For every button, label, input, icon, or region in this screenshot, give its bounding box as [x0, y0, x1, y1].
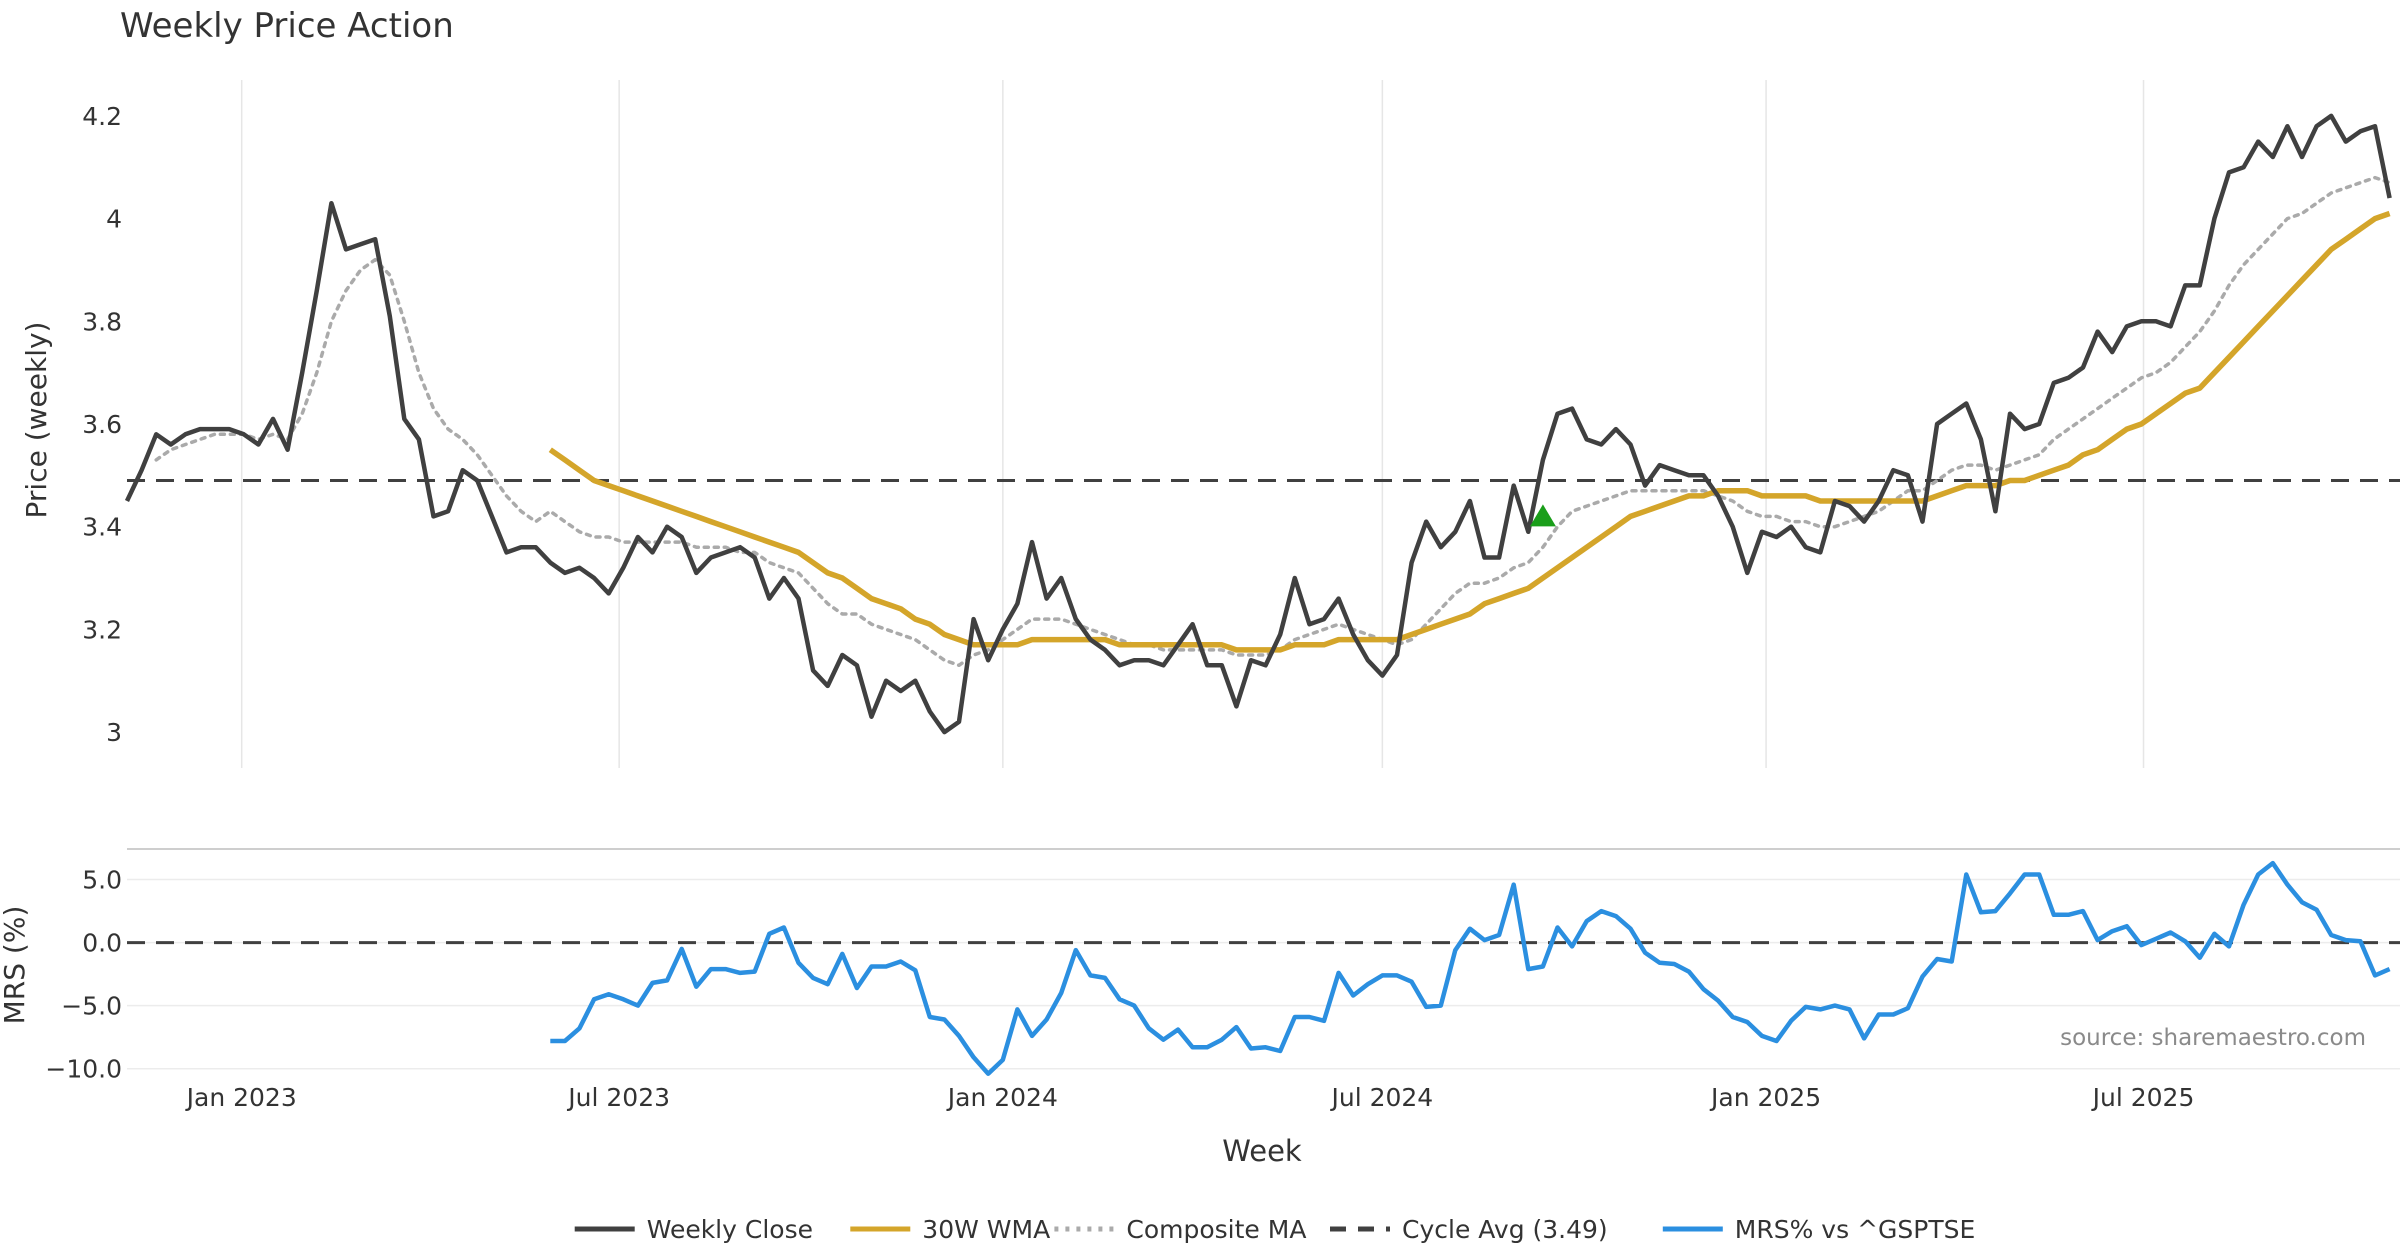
mrs-plot-area [127, 860, 2400, 1076]
price-y-tick-label: 3.4 [82, 513, 122, 542]
source-note: source: sharemaestro.com [2060, 1025, 2366, 1051]
composite-ma-line [154, 175, 2392, 668]
price-grid [240, 80, 2145, 768]
mrs-y-tick-label: −5.0 [61, 992, 122, 1021]
price-y-axis: 3 3.2 3.4 3.6 3.8 4 4.2 [82, 102, 122, 747]
legend-label: Cycle Avg (3.49) [1402, 1215, 1608, 1244]
x-tick-label: Jul 2024 [1329, 1083, 1433, 1112]
chart-title: Weekly Price Action [120, 6, 454, 46]
legend-label: Weekly Close [647, 1215, 813, 1244]
legend-label: 30W WMA [922, 1215, 1050, 1244]
signal-triangle-marker [1529, 504, 1556, 527]
x-tick-label: Jan 2023 [185, 1083, 297, 1112]
mrs-y-tick-label: −10.0 [45, 1055, 122, 1084]
price-y-tick-label: 3.6 [82, 410, 122, 439]
x-tick-label: Jul 2023 [566, 1083, 670, 1112]
price-y-tick-label: 4 [106, 205, 122, 234]
mrs-y-tick-label: 5.0 [82, 866, 122, 895]
price-y-tick-label: 3.2 [82, 615, 122, 644]
mrs-y-tick-label: 0.0 [82, 929, 122, 958]
mrs-grid [127, 848, 2400, 1070]
price-y-tick-label: 3 [106, 718, 122, 747]
weekly-close-line [124, 113, 2392, 735]
legend-label: Composite MA [1126, 1215, 1306, 1244]
price-plot-area [124, 113, 2400, 735]
x-axis-label: Week [1222, 1134, 1302, 1168]
x-axis: Jan 2023 Jul 2023 Jan 2024 Jul 2024 Jan 2025… [185, 1083, 2195, 1112]
price-y-tick-label: 4.2 [82, 102, 122, 131]
legend-label: MRS% vs ^GSPTSE [1735, 1215, 1975, 1244]
x-tick-label: Jan 2024 [946, 1083, 1058, 1112]
30w-wma-line [548, 210, 2391, 653]
mrs-y-axis-label: MRS (%) [0, 906, 31, 1025]
price-y-axis-label: Price (weekly) [20, 322, 53, 519]
price-y-tick-label: 3.8 [82, 307, 122, 336]
chart-legend: Weekly Close 30W WMA Composite MA Cycle Avg… [574, 1215, 1975, 1244]
mrs-vs-gsptse-line [550, 860, 2391, 1076]
mrs-y-axis: 5.0 0.0 −5.0 −10.0 [45, 866, 122, 1084]
x-tick-label: Jul 2025 [2091, 1083, 2195, 1112]
x-tick-label: Jan 2025 [1709, 1083, 1821, 1112]
